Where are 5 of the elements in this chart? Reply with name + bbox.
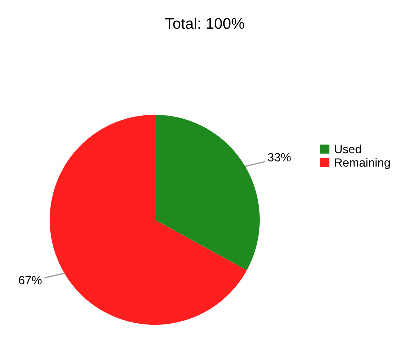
data-label: 67% xyxy=(19,276,42,285)
legend-label: Used xyxy=(335,144,362,154)
chart-title: Total: 100% xyxy=(165,18,244,30)
legend-label: Remaining xyxy=(335,158,390,170)
data-label: 33% xyxy=(268,153,291,162)
